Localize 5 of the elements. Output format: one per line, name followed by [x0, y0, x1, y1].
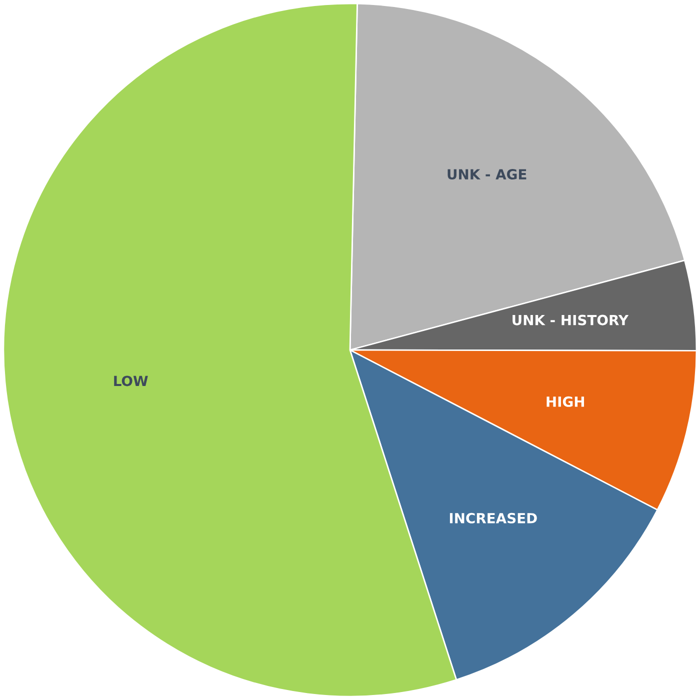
slice-label: HIGH	[546, 396, 584, 407]
slice-label: UNK - AGE	[448, 169, 526, 180]
slice-label: LOW	[114, 376, 148, 386]
slice-label: INCREASED	[450, 512, 537, 524]
slice-label: UNK - HISTORY	[512, 314, 629, 326]
